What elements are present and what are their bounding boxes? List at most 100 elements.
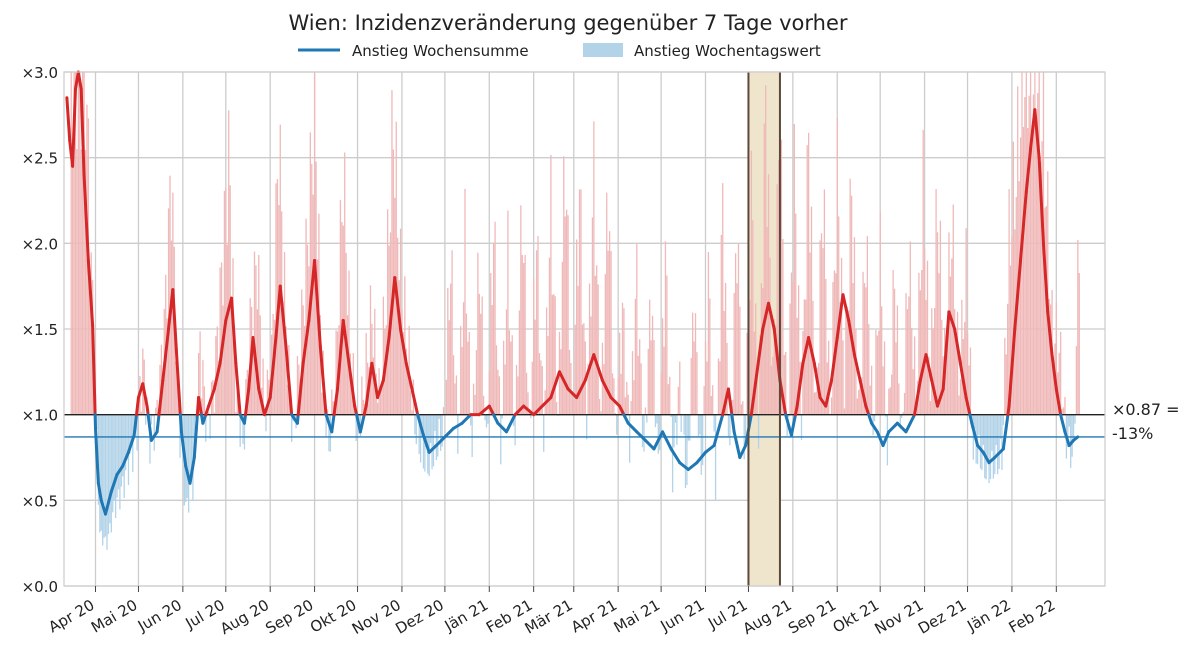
bar: [610, 251, 611, 415]
bar: [187, 415, 188, 498]
y-tick-label: ×0.0: [22, 578, 58, 596]
bar: [927, 261, 928, 415]
bar: [640, 363, 641, 414]
bar: [414, 415, 415, 435]
bar: [789, 303, 790, 414]
bar: [111, 415, 112, 533]
bar: [646, 415, 647, 423]
bar: [108, 415, 109, 534]
bar: [310, 132, 311, 414]
bar: [958, 396, 959, 415]
bar: [630, 401, 631, 415]
bar: [898, 383, 899, 414]
bar: [1069, 415, 1070, 427]
legend-bar-swatch: [583, 43, 623, 57]
bar: [512, 335, 513, 415]
bar: [681, 415, 682, 432]
bar: [679, 361, 680, 414]
bar: [845, 308, 846, 414]
bar: [275, 183, 276, 414]
bar: [119, 415, 120, 510]
bar: [121, 415, 122, 487]
bar: [673, 415, 674, 448]
bar: [683, 415, 684, 435]
bar: [950, 277, 951, 415]
bar: [454, 383, 455, 414]
bar: [721, 235, 722, 415]
bar: [280, 125, 281, 415]
bar: [776, 184, 777, 414]
bar: [151, 415, 152, 425]
bar: [993, 415, 994, 479]
bar: [1077, 240, 1078, 415]
bar: [397, 238, 398, 415]
bar: [752, 220, 753, 414]
bar: [321, 393, 322, 415]
bar: [254, 252, 255, 415]
bar: [715, 415, 716, 500]
bar: [986, 415, 987, 480]
bar: [884, 341, 885, 414]
bar: [738, 243, 739, 414]
bar: [661, 372, 662, 414]
bar: [941, 320, 942, 415]
bar: [204, 386, 205, 414]
bar: [145, 415, 146, 425]
bar: [348, 270, 349, 414]
bar: [589, 284, 590, 415]
bar: [240, 415, 241, 447]
y-tick-label: ×2.5: [22, 150, 58, 168]
bar: [370, 285, 371, 414]
bar: [1050, 304, 1051, 414]
bar: [933, 328, 934, 415]
bar: [1000, 415, 1001, 439]
bar: [79, 72, 80, 415]
bar: [291, 415, 292, 442]
bar: [675, 415, 676, 423]
bar: [639, 339, 640, 414]
bar: [739, 307, 740, 415]
bar: [904, 393, 905, 415]
bar: [507, 210, 508, 414]
bar: [891, 374, 892, 414]
bar: [696, 352, 697, 414]
bar: [632, 351, 633, 415]
bar: [701, 415, 702, 475]
bar: [625, 397, 626, 414]
bar: [103, 415, 104, 538]
bar: [469, 332, 470, 415]
bar: [586, 415, 587, 440]
bar: [169, 176, 170, 415]
bar: [871, 366, 872, 415]
bar: [504, 364, 505, 414]
bar: [71, 72, 72, 415]
bar: [981, 415, 982, 470]
bar: [892, 270, 893, 415]
bar: [457, 415, 458, 454]
line-segment: [157, 415, 159, 432]
bar: [1026, 72, 1027, 415]
bar: [484, 415, 485, 421]
bar: [676, 415, 677, 445]
bar: [736, 283, 737, 414]
bar: [878, 331, 879, 415]
bar: [834, 270, 835, 414]
bar: [718, 358, 719, 414]
bar: [970, 348, 971, 415]
bar: [955, 342, 956, 415]
bar: [171, 241, 172, 415]
bar: [514, 415, 515, 446]
bar: [877, 336, 878, 415]
bar: [569, 350, 570, 415]
bar: [764, 124, 765, 415]
bar: [1023, 127, 1024, 415]
bar: [633, 380, 634, 414]
bar: [270, 405, 271, 415]
bar: [99, 415, 100, 533]
bar: [374, 309, 375, 415]
bar: [549, 258, 550, 415]
bar: [480, 314, 481, 415]
bar: [722, 183, 723, 415]
bar: [990, 415, 991, 479]
bar: [533, 279, 534, 415]
